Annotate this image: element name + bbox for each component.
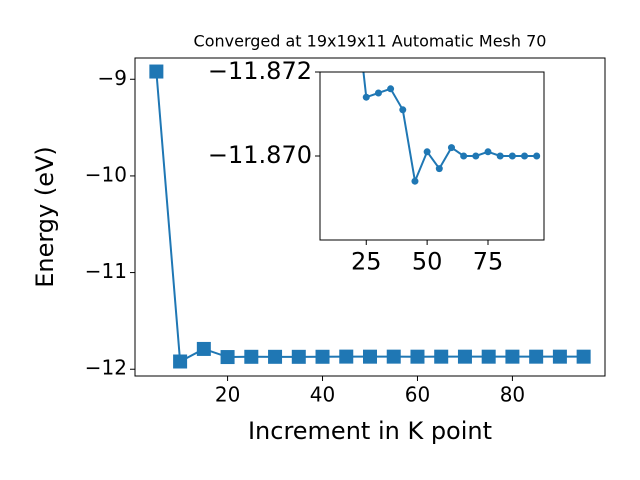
- y-tick-label: −11.870: [208, 141, 312, 169]
- marker: [481, 349, 496, 364]
- marker: [149, 64, 164, 79]
- marker: [362, 93, 370, 101]
- marker: [472, 152, 480, 160]
- marker: [196, 341, 211, 356]
- marker: [339, 349, 354, 364]
- marker: [268, 349, 283, 364]
- marker: [399, 106, 407, 114]
- data-line: [362, 72, 537, 185]
- marker: [529, 349, 544, 364]
- marker: [457, 349, 472, 364]
- marker: [484, 148, 492, 156]
- marker: [552, 349, 567, 364]
- y-tick-label: −11.872: [208, 57, 312, 85]
- marker: [374, 89, 382, 97]
- marker: [435, 165, 443, 173]
- marker: [411, 177, 419, 185]
- marker: [496, 152, 504, 160]
- marker: [434, 349, 449, 364]
- x-tick-label: 75: [473, 247, 504, 275]
- marker: [315, 349, 330, 364]
- y-tick-label: −11: [85, 259, 127, 283]
- y-tick-label: −9: [98, 66, 127, 90]
- x-tick-label: 60: [405, 383, 430, 407]
- chart-title: Converged at 19x19x11 Automatic Mesh 70: [194, 32, 547, 51]
- marker: [460, 152, 468, 160]
- marker: [505, 349, 520, 364]
- marker: [387, 85, 395, 93]
- x-tick-label: 50: [412, 247, 443, 275]
- marker: [521, 152, 529, 160]
- plot-content: [362, 72, 541, 185]
- marker: [447, 144, 455, 152]
- marker: [291, 349, 306, 364]
- plot-content: [149, 64, 591, 369]
- marker: [508, 152, 516, 160]
- marker: [386, 349, 401, 364]
- x-tick-label: 40: [310, 383, 335, 407]
- y-tick-label: −10: [85, 162, 127, 186]
- marker: [244, 349, 259, 364]
- marker: [410, 349, 425, 364]
- marker: [423, 148, 431, 156]
- x-tick-label: 80: [500, 383, 525, 407]
- marker: [576, 349, 591, 364]
- x-tick-label: 20: [215, 383, 240, 407]
- marker: [533, 152, 541, 160]
- marker: [173, 354, 188, 369]
- y-axis-label: Energy (eV): [31, 146, 59, 288]
- marker: [220, 350, 235, 365]
- axes-frame: [134, 57, 606, 377]
- y-tick-label: −12: [85, 356, 127, 380]
- marker: [363, 349, 377, 364]
- x-axis-label: Increment in K point: [248, 417, 492, 445]
- x-tick-label: 25: [351, 247, 382, 275]
